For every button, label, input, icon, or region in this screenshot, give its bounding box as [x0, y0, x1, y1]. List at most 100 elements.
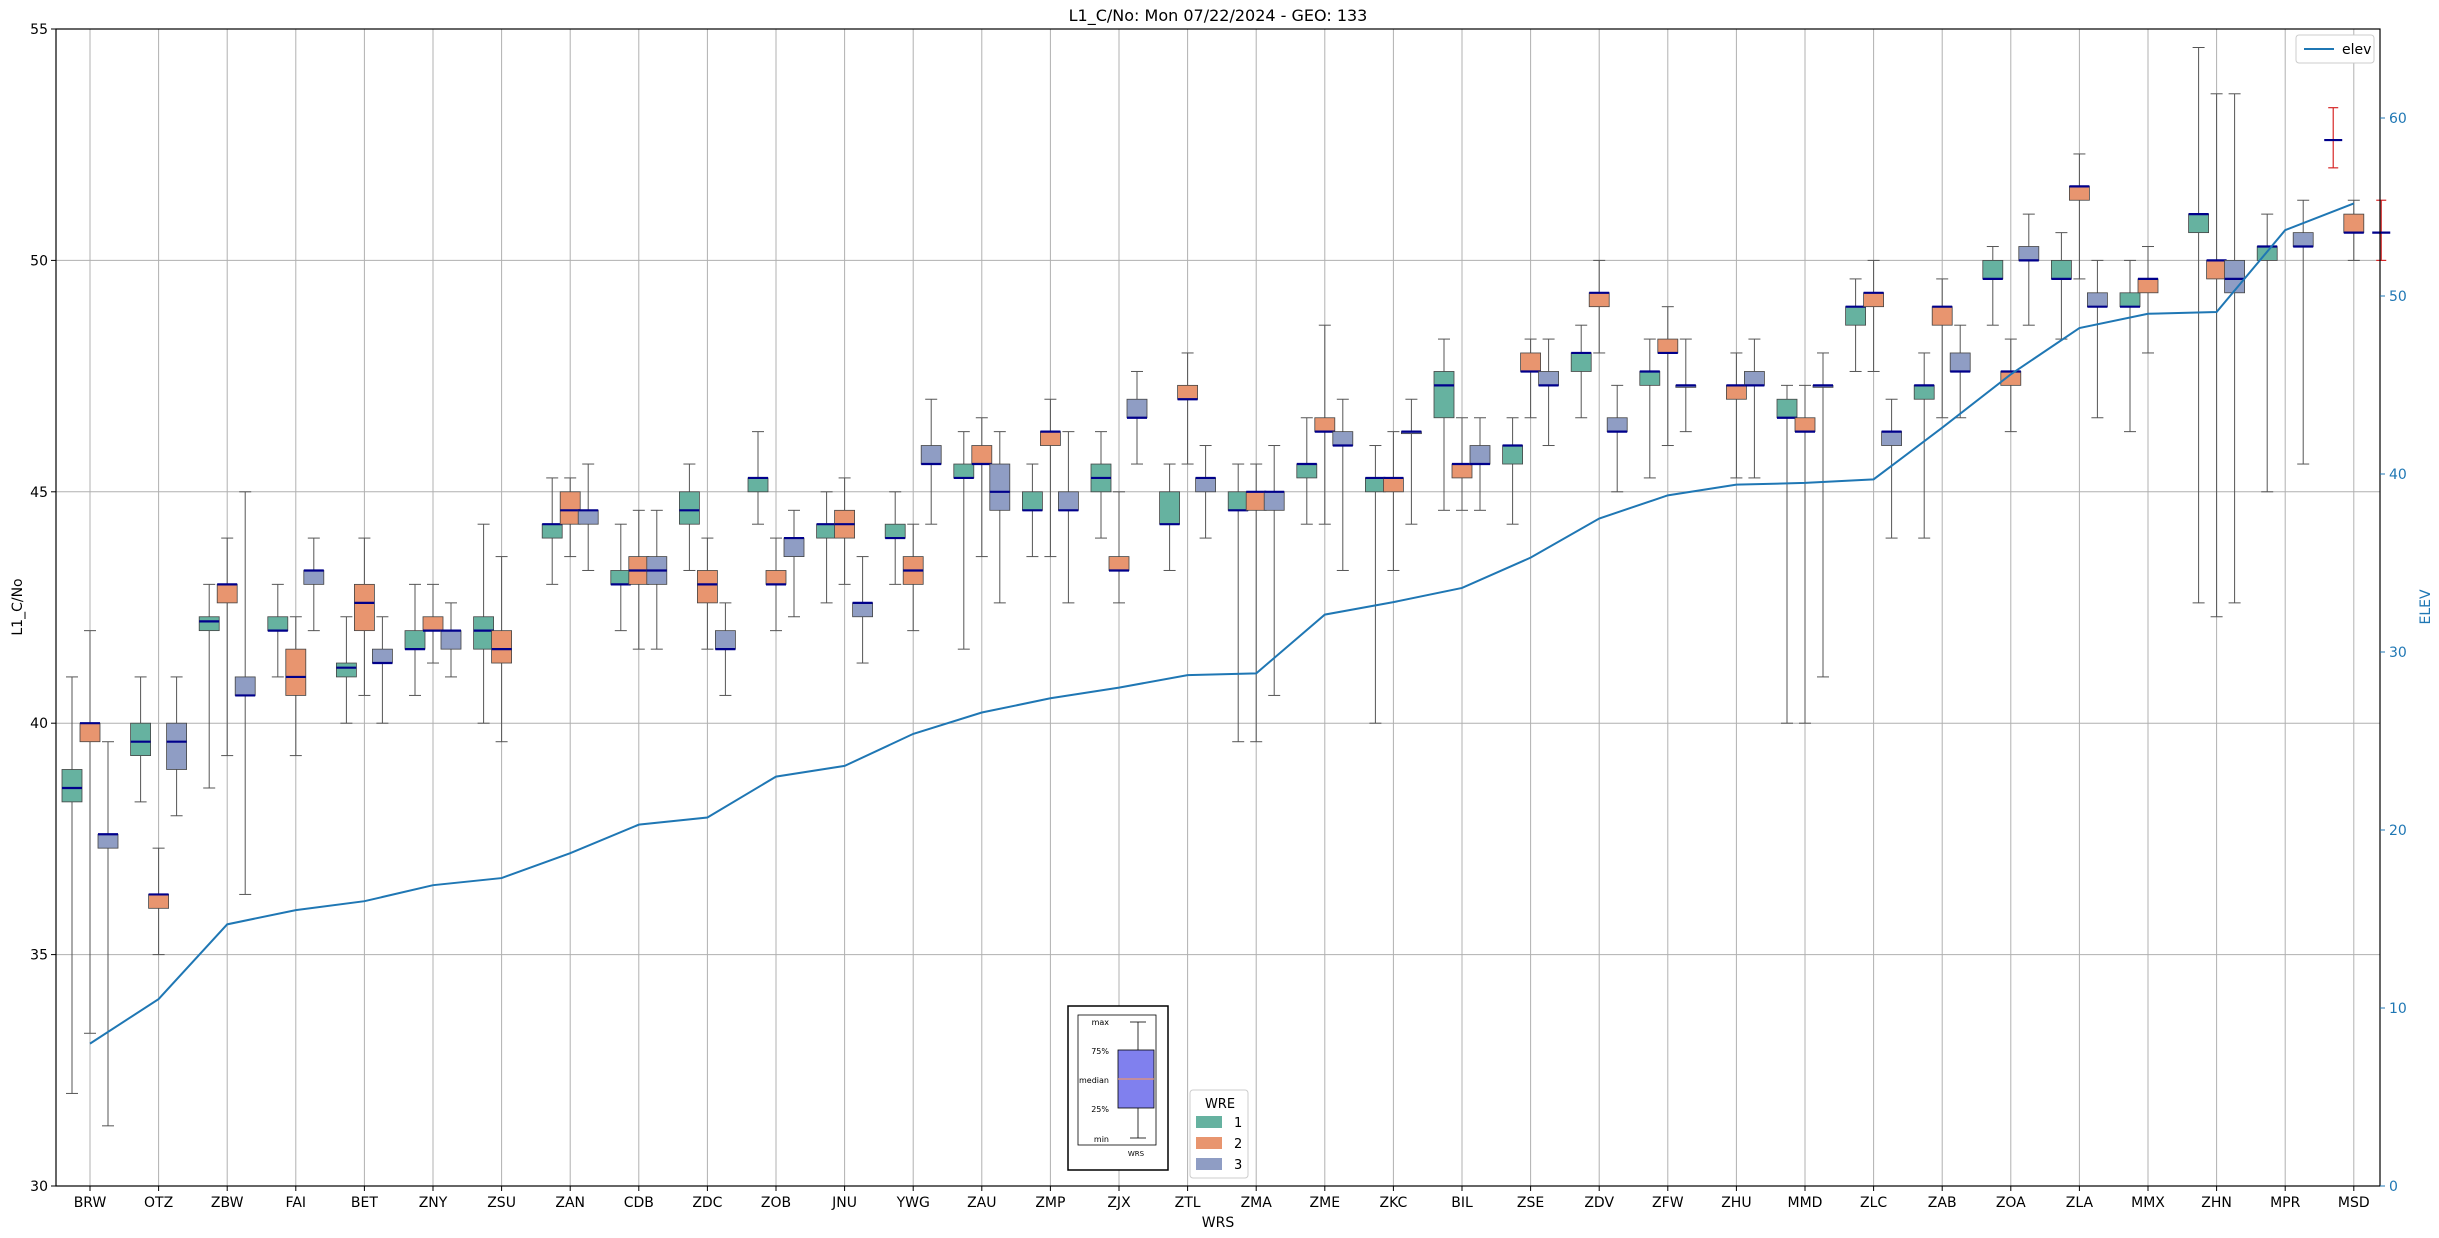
box-wre3-BET [371, 648, 393, 664]
x-tick-label-MPR: MPR [2270, 1195, 2301, 1211]
y2-tick-label-20: 20 [2389, 823, 2407, 839]
key-box-inner-frame [1077, 1014, 1157, 1146]
wre-legend: WRE 1 2 3 [1189, 1089, 1249, 1179]
box-wre3-JNU [852, 602, 873, 618]
box-wre2-ZDV [1588, 292, 1610, 308]
y-tick-label-30: 30 [30, 1179, 48, 1195]
key-label-25: 25% [1091, 1105, 1109, 1114]
box-wre3-ZHU [1744, 371, 1765, 386]
box-wre1-ZKC [1365, 477, 1386, 493]
box-wre3-ZDV [1606, 417, 1628, 433]
x-tick-label-ZAU: ZAU [967, 1195, 996, 1211]
key-label-75: 75% [1091, 1047, 1109, 1056]
y-axis-label: L1_C/No [10, 578, 26, 635]
box-wre2-ZMA [1245, 491, 1267, 511]
box-wre2-FAI [285, 648, 307, 696]
x-tick-label-ZSE: ZSE [1517, 1195, 1544, 1211]
x-tick-label-ZMP: ZMP [1035, 1195, 1065, 1211]
box-wre1-ZDV [1570, 352, 1592, 372]
box-wre1-ZFW [1639, 371, 1661, 386]
x-tick-label-BRW: BRW [74, 1195, 107, 1211]
box-wre1-MMD [1776, 398, 1798, 419]
box-wre1-ZMA [1227, 491, 1249, 511]
axes-layer: BRW OTZ ZBW FAI BET ZNY ZSU ZAN CDB ZDC ZOB JNU YWG Z… [30, 22, 2407, 1211]
key-xlabel: WRS [1128, 1150, 1145, 1158]
box-wre1-ZHN [2188, 213, 2210, 234]
x-tick-label-ZTL: ZTL [1175, 1195, 1201, 1211]
x-tick-label-BIL: BIL [1451, 1195, 1473, 1211]
x-tick-label-ZHU: ZHU [1721, 1195, 1751, 1211]
box-wre3-OTZ [166, 722, 188, 770]
box-wre3-ZNY [440, 630, 462, 650]
x-tick-label-CDB: CDB [624, 1195, 654, 1211]
box-wre1-JNU [816, 523, 837, 539]
y-tick-label-50: 50 [30, 253, 48, 269]
box-wre3-ZOB [783, 537, 805, 557]
x-tick-label-ZME: ZME [1310, 1195, 1341, 1211]
box-wre1-ZDC [679, 491, 700, 525]
x-tick-label-ZFW: ZFW [1652, 1195, 1684, 1211]
x-tick-label-ZHN: ZHN [2201, 1195, 2232, 1211]
box-wre2-ZKC [1383, 477, 1404, 493]
box-wre2-ZME [1314, 417, 1336, 433]
x-tick-label-ZOA: ZOA [1996, 1195, 2026, 1211]
y2-tick-label-0: 0 [2389, 1179, 2398, 1195]
box-wre1-ZSE [1502, 445, 1523, 465]
x-tick-label-ZJX: ZJX [1107, 1195, 1131, 1211]
box-wre2-ZHU [1726, 384, 1747, 400]
x-tick-label-ZSU: ZSU [487, 1195, 516, 1211]
box-wre2-ZJX [1108, 556, 1130, 571]
box-wre2-ZSU [491, 630, 513, 664]
box-wre2-ZSE [1520, 352, 1541, 372]
elev-line [89, 202, 2355, 1045]
box-wre3-ZDC [715, 630, 736, 650]
box-wre1-BRW [61, 769, 83, 803]
x-tick-label-ZAN: ZAN [555, 1195, 585, 1211]
wre-legend-label-1: 1 [1234, 1116, 1242, 1131]
box-wre3-ZLA [2086, 292, 2108, 308]
x-tick-label-ZNY: ZNY [419, 1195, 448, 1211]
box-wre3-YWG [920, 445, 942, 465]
wre-legend-frame [1189, 1089, 1249, 1179]
box-wre1-ZAN [541, 523, 563, 539]
box-wre2-MMD [1794, 417, 1816, 433]
boxplot-key: max 75% median 25% min WRS [1067, 1005, 1169, 1171]
box-wre3-ZOA [2018, 246, 2040, 261]
box-wre3-MPR [2292, 232, 2314, 247]
boxes-layer [61, 47, 2391, 1127]
box-wre2-ZAU [971, 445, 993, 465]
key-label-min: min [1094, 1135, 1109, 1144]
y-tick-label-45: 45 [30, 485, 48, 501]
box-wre1-BIL [1433, 371, 1455, 419]
box-wre3-ZMA [1263, 491, 1285, 511]
box-wre1-ZMP [1022, 491, 1043, 511]
box-wre2-BET [353, 583, 375, 632]
box-wre3-FAI [303, 570, 325, 585]
box-wre2-ZHN [2206, 259, 2228, 280]
chart-title: L1_C/No: Mon 07/22/2024 - GEO: 133 [1069, 6, 1368, 26]
box-wre1-ZOA [1982, 259, 2004, 280]
x-tick-label-JNU: JNU [831, 1195, 857, 1211]
box-wre1-MPR [2256, 246, 2278, 261]
y2-tick-label-10: 10 [2389, 1001, 2407, 1017]
wre-legend-label-2: 2 [1234, 1137, 1242, 1152]
box-wre3-ZME [1332, 431, 1354, 446]
x-tick-label-ZOB: ZOB [761, 1195, 791, 1211]
box-wre2-ZFW [1657, 338, 1679, 354]
x-tick-label-ZDV: ZDV [1584, 1195, 1614, 1211]
box-wre1-CDB [610, 570, 632, 585]
box-wre3-ZSE [1538, 371, 1559, 386]
elev-legend-label: elev [2342, 42, 2371, 58]
box-wre1-ZME [1296, 463, 1318, 479]
x-tick-label-ZKC: ZKC [1380, 1195, 1408, 1211]
wre-legend-label-3: 3 [1234, 1158, 1242, 1173]
box-wre2-ZTL [1177, 384, 1198, 400]
box-wre2-ZDC [697, 570, 718, 604]
y2-tick-label-40: 40 [2389, 467, 2407, 483]
box-wre2-ZBW [216, 583, 238, 604]
box-wre2-OTZ [148, 894, 170, 909]
box-wre1-ZOB [747, 477, 769, 493]
box-wre2-ZAN [559, 491, 581, 525]
box-wre1-ZLC [1845, 306, 1866, 326]
